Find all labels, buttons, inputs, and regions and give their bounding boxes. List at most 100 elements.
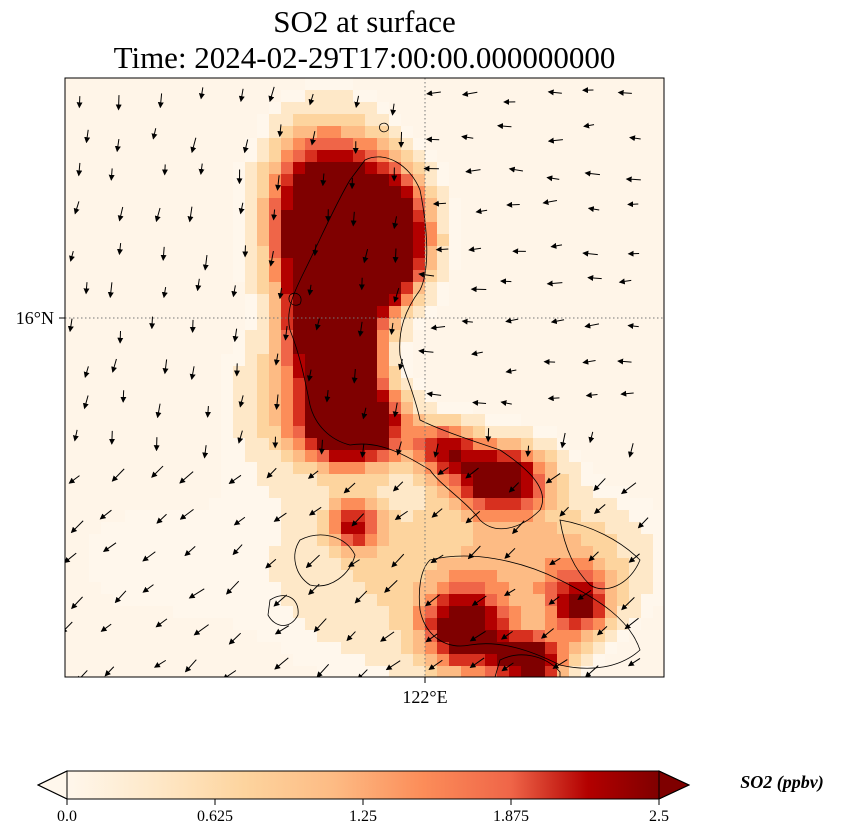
field-cell: [521, 642, 533, 654]
field-cell: [221, 510, 233, 522]
field-cell: [437, 174, 449, 186]
field-cell: [509, 558, 521, 570]
field-cell: [257, 246, 269, 258]
field-cell: [437, 282, 449, 294]
wind-arrow: [228, 474, 242, 484]
field-cell: [569, 522, 581, 534]
field-cell: [257, 558, 269, 570]
field-cell: [281, 474, 293, 486]
field-cell: [293, 354, 305, 366]
field-cell: [125, 582, 137, 594]
wind-arrow: [627, 323, 639, 330]
field-cell: [389, 462, 401, 474]
field-cell: [305, 546, 317, 558]
field-cell: [293, 462, 305, 474]
field-cell: [257, 138, 269, 150]
field-cell: [605, 594, 617, 606]
field-cell: [317, 486, 329, 498]
field-cell: [425, 510, 437, 522]
field-cell: [341, 126, 353, 138]
field-cell: [437, 222, 449, 234]
field-cell: [437, 606, 449, 618]
field-cell: [437, 438, 449, 450]
field-cell: [341, 210, 353, 222]
wind-arrow: [426, 391, 442, 398]
field-cell: [317, 162, 329, 174]
field-cell: [569, 558, 581, 570]
field-cell: [641, 606, 653, 618]
wind-vectors: [65, 86, 649, 677]
wind-arrow: [624, 617, 639, 630]
field-cell: [341, 138, 353, 150]
field-cell: [209, 534, 221, 546]
field-cell: [173, 534, 185, 546]
field-cell: [329, 606, 341, 618]
field-cell: [605, 618, 617, 630]
field-cell: [497, 618, 509, 630]
field-cell: [281, 162, 293, 174]
field-cell: [89, 534, 101, 546]
field-cell: [461, 486, 473, 498]
field-cell: [509, 474, 521, 486]
field-cell: [341, 522, 353, 534]
field-cell: [317, 126, 329, 138]
field-cell: [653, 582, 664, 594]
field-cell: [245, 306, 257, 318]
field-cell: [497, 450, 509, 462]
field-cell: [305, 78, 317, 90]
field-cell: [425, 438, 437, 450]
field-cell: [473, 570, 485, 582]
wind-arrow: [629, 135, 641, 142]
field-cell: [389, 174, 401, 186]
field-cell: [497, 570, 509, 582]
field-cell: [389, 546, 401, 558]
field-cell: [437, 210, 449, 222]
field-cell: [329, 282, 341, 294]
field-cell: [293, 438, 305, 450]
field-cell: [341, 414, 353, 426]
wind-arrow: [310, 130, 316, 146]
field-cell: [233, 342, 245, 354]
field-cell: [401, 342, 413, 354]
field-cell: [365, 90, 377, 102]
field-cell: [233, 222, 245, 234]
field-cell: [593, 618, 605, 630]
field-cell: [221, 438, 233, 450]
wind-arrow: [70, 520, 84, 534]
field-cell: [281, 570, 293, 582]
field-cell: [473, 546, 485, 558]
wind-arrow: [593, 504, 606, 514]
wind-arrow: [99, 509, 112, 520]
field-cell: [221, 582, 233, 594]
wind-arrow: [467, 545, 481, 560]
field-cell: [641, 558, 653, 570]
field-cell: [197, 570, 209, 582]
field-cell: [329, 366, 341, 378]
wind-arrow: [350, 211, 357, 227]
wind-arrow: [160, 246, 167, 261]
field-cell: [353, 114, 365, 126]
wind-arrow: [380, 631, 395, 642]
wind-arrow: [161, 164, 168, 176]
field-cell: [461, 426, 473, 438]
field-cell: [461, 558, 473, 570]
field-cell: [305, 114, 317, 126]
field-cell: [317, 114, 329, 126]
field-cell: [209, 594, 221, 606]
field-cell: [281, 198, 293, 210]
wind-arrow: [72, 429, 79, 442]
field-cell: [329, 270, 341, 282]
field-cell: [269, 606, 281, 618]
field-cell: [497, 666, 509, 677]
field-cell: [137, 558, 149, 570]
field-cell: [389, 210, 401, 222]
wind-arrow: [149, 316, 156, 330]
field-cell: [413, 534, 425, 546]
field-cell: [125, 534, 137, 546]
field-cell: [245, 462, 257, 474]
field-cell: [425, 474, 437, 486]
field-cell: [617, 534, 629, 546]
wind-arrow: [431, 508, 443, 518]
wind-arrow: [324, 389, 331, 403]
field-cell: [389, 474, 401, 486]
